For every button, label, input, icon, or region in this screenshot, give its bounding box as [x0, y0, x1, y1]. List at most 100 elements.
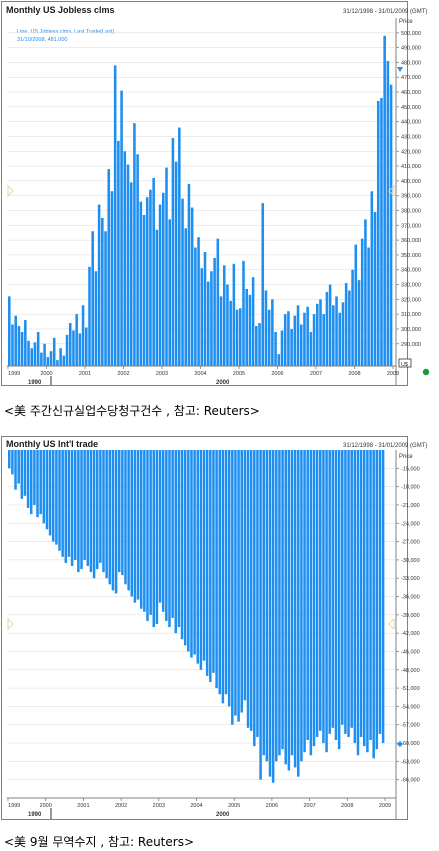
bar	[287, 450, 291, 771]
y-tick-label: -24,000	[401, 521, 420, 527]
bar	[149, 189, 152, 366]
bar	[202, 450, 206, 661]
bar	[33, 342, 37, 366]
y-tick-label: -54,000	[401, 704, 420, 710]
bar	[251, 277, 255, 366]
x-tick-label: 2000	[40, 371, 52, 377]
bar	[183, 450, 187, 646]
last-value-marker-icon	[397, 67, 403, 72]
bar	[216, 238, 220, 366]
bar	[227, 450, 231, 707]
era-label-1990: 1990	[28, 812, 42, 818]
x-tick-label: 2000	[40, 803, 52, 809]
bar	[75, 314, 78, 366]
bar	[23, 450, 27, 496]
bar	[356, 450, 360, 756]
bar	[235, 309, 239, 366]
bar	[328, 450, 331, 734]
y-tick-label: 440,000	[401, 120, 421, 126]
bar	[14, 315, 17, 366]
y-tick-label: -30,000	[401, 558, 420, 564]
bar	[136, 154, 139, 366]
bar	[229, 300, 232, 366]
y-tick-label: 380,000	[401, 209, 421, 215]
bar	[45, 450, 49, 530]
x-tick-label: 2001	[79, 371, 91, 377]
bar	[187, 450, 190, 652]
bar	[265, 450, 269, 762]
x-tick-label: 2003	[156, 371, 168, 377]
bar	[312, 450, 316, 747]
x-tick-label: 2009	[387, 371, 399, 377]
bar	[328, 284, 332, 366]
date-range: 31/12/1998 - 31/01/2009 (GMT)	[343, 9, 427, 15]
bar	[51, 450, 55, 542]
bar	[59, 348, 62, 366]
bar	[133, 123, 136, 366]
bar	[146, 450, 149, 621]
bar-series	[8, 450, 385, 783]
bar	[232, 263, 236, 366]
bar	[296, 305, 300, 366]
y-tick-label: 330,000	[401, 283, 421, 289]
bar	[306, 450, 309, 740]
x-tick-label: 2006	[266, 803, 278, 809]
bar	[89, 450, 93, 573]
bar	[111, 450, 115, 591]
bar	[83, 450, 86, 560]
scroll-right-icon[interactable]	[388, 617, 395, 631]
bar	[174, 450, 178, 634]
y-tick-label: -51,000	[401, 686, 420, 692]
y-tick-label: 300,000	[401, 327, 421, 333]
bar	[370, 191, 374, 366]
bar	[363, 450, 366, 747]
end-marker-icon	[422, 368, 430, 376]
bar	[29, 450, 33, 515]
y-tick-label: -36,000	[401, 595, 420, 601]
bar	[210, 271, 213, 366]
scroll-left-icon[interactable]	[7, 184, 14, 198]
bar	[30, 348, 34, 366]
bar	[319, 299, 322, 366]
bar	[322, 314, 325, 366]
bar	[104, 231, 107, 366]
x-tick-label: 2005	[228, 803, 240, 809]
bar	[136, 450, 140, 600]
bar	[152, 177, 155, 366]
bar	[155, 229, 159, 366]
y-tick-labels: 500,000 490,000 480,000 470,000 460,000 450,0…	[396, 31, 421, 348]
x-tick-label: 2003	[153, 803, 165, 809]
axis-badge[interactable]	[398, 358, 412, 368]
scroll-right-icon[interactable]	[388, 184, 395, 198]
bar	[380, 97, 383, 366]
bar	[309, 331, 313, 366]
bar	[171, 137, 175, 366]
bar	[268, 450, 272, 777]
bar	[70, 450, 74, 566]
bar	[325, 291, 329, 366]
x-tick-labels: 1999 2000 2001 2002 2003 2004 2005 2006 2007 2008…	[7, 366, 399, 377]
bar	[283, 314, 287, 366]
bar	[61, 450, 64, 557]
bar	[303, 450, 306, 753]
bar	[334, 450, 338, 740]
bar	[275, 450, 278, 762]
bar	[299, 324, 303, 366]
bar	[203, 251, 207, 366]
bar	[284, 450, 287, 765]
bar	[174, 161, 178, 366]
bar	[107, 169, 111, 366]
bar	[264, 290, 268, 366]
bar	[206, 281, 210, 366]
bar	[68, 323, 72, 366]
axis-badge-label: U$	[401, 362, 408, 368]
bar	[205, 450, 209, 676]
bar	[344, 450, 347, 734]
bar	[312, 314, 316, 366]
scroll-left-icon[interactable]	[7, 617, 14, 631]
bar	[85, 327, 88, 366]
bar	[300, 450, 303, 762]
bar	[20, 331, 24, 366]
bar	[94, 271, 98, 366]
y-tick-label: -39,000	[401, 613, 420, 619]
